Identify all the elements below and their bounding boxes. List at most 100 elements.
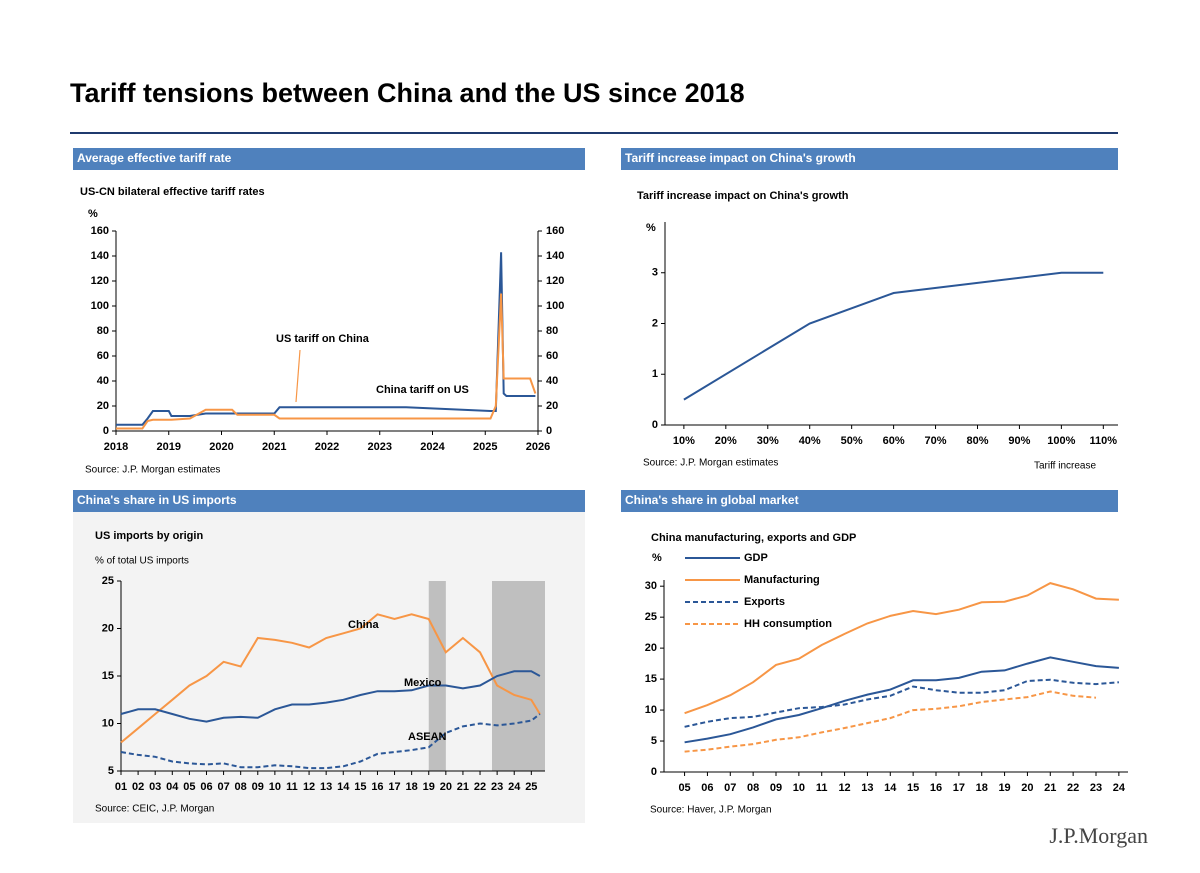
x-tick-label: 60%	[883, 435, 905, 447]
y-tick-label: 5	[651, 735, 657, 747]
x-tick-label: 08	[747, 782, 759, 794]
y-tick-label: 0	[651, 766, 657, 778]
x-tick-label: 22	[1067, 782, 1079, 794]
x-tick-label: 12	[303, 781, 315, 793]
x-tick-label: 21	[1044, 782, 1056, 794]
y-axis-label: %	[652, 552, 662, 564]
x-tick-label: 100%	[1047, 435, 1075, 447]
x-tick-label: 17	[953, 782, 965, 794]
series-line	[120, 713, 541, 770]
source-note: Source: Haver, J.P. Morgan	[650, 805, 772, 816]
x-tick-label: 15	[354, 781, 366, 793]
panel-header	[73, 148, 585, 170]
slide-title: Tariff tensions between China and the US…	[70, 78, 745, 108]
series-label: ASEAN	[408, 731, 447, 743]
x-tick-label: 50%	[841, 435, 863, 447]
y-tick-label: 2	[652, 317, 658, 329]
panel-header	[621, 148, 1118, 170]
source-note: Source: CEIC, J.P. Morgan	[95, 804, 214, 815]
y-tick-label: 25	[645, 611, 657, 623]
annotation-arrow	[295, 349, 301, 403]
x-tick-label: 10	[269, 781, 281, 793]
y-tick-label: 15	[645, 673, 657, 685]
x-tick-label: 20	[1021, 782, 1033, 794]
x-tick-label: 2024	[420, 441, 445, 453]
y2-tick-label: 80	[546, 325, 558, 337]
x-tick-label: 23	[491, 781, 503, 793]
y-tick-label: 30	[645, 580, 657, 592]
y-tick-label: 5	[108, 765, 114, 777]
x-tick-label: 13	[861, 782, 873, 794]
y-tick-label: 15	[102, 670, 114, 682]
chart-title: China manufacturing, exports and GDP	[651, 532, 856, 544]
x-tick-label: 08	[235, 781, 247, 793]
x-tick-label: 20%	[715, 435, 737, 447]
y-tick-label: 25	[102, 575, 114, 587]
x-tick-label: 23	[1090, 782, 1102, 794]
y2-tick-label: 0	[546, 425, 552, 437]
x-tick-label: 07	[724, 782, 736, 794]
series-line	[684, 690, 1097, 753]
x-tick-label: 15	[907, 782, 919, 794]
y-tick-label: 3	[652, 267, 658, 279]
x-tick-label: 2025	[473, 441, 497, 453]
y-tick-label: 0	[652, 419, 658, 431]
x-tick-label: 80%	[966, 435, 988, 447]
x-tick-label: 09	[252, 781, 264, 793]
panel-header	[73, 490, 585, 512]
y-tick-label: 0	[103, 425, 109, 437]
x-tick-label: 40%	[799, 435, 821, 447]
y-tick-label: 120	[91, 275, 109, 287]
x-tick-label: 2019	[157, 441, 181, 453]
x-tick-label: 16	[930, 782, 942, 794]
series-line	[684, 582, 1119, 715]
legend-label: HH consumption	[744, 618, 832, 630]
series-label: China tariff on US	[376, 384, 469, 396]
y-tick-label: 100	[91, 300, 109, 312]
x-tick-label: 02	[132, 781, 144, 793]
y-tick-label: 1	[652, 368, 658, 380]
x-tick-label: 05	[183, 781, 195, 793]
legend-label: Exports	[744, 596, 785, 608]
x-tick-label: 70%	[925, 435, 947, 447]
x-tick-label: 20	[440, 781, 452, 793]
x-tick-label: 2020	[209, 441, 233, 453]
x-tick-label: 11	[816, 782, 828, 794]
x-tick-label: 16	[371, 781, 383, 793]
x-tick-label: 2023	[368, 441, 392, 453]
source-note: Source: J.P. Morgan estimates	[643, 458, 778, 469]
x-tick-label: 25	[525, 781, 537, 793]
series-line	[120, 670, 541, 723]
y-tick-label: 20	[97, 400, 109, 412]
legend-label: GDP	[744, 552, 768, 564]
series-line	[120, 613, 541, 744]
chart-subtitle: % of total US imports	[95, 556, 189, 567]
series-line	[684, 678, 1119, 728]
x-tick-label: 14	[337, 781, 350, 793]
x-tick-label: 2018	[104, 441, 128, 453]
x-tick-label: 06	[701, 782, 713, 794]
series-label: US tariff on China	[276, 333, 370, 345]
logo: J.P.Morgan	[1049, 823, 1148, 848]
x-tick-label: 13	[320, 781, 332, 793]
series-line	[116, 293, 537, 430]
x-tick-label: 30%	[757, 435, 779, 447]
chart-title: US-CN bilateral effective tariff rates	[80, 186, 265, 198]
panel-header-label: China's share in US imports	[77, 493, 237, 507]
x-tick-label: 18	[976, 782, 988, 794]
y-tick-label: 20	[102, 622, 114, 634]
y-tick-label: 40	[97, 375, 109, 387]
panel-header-label: China's share in global market	[625, 493, 799, 507]
y2-tick-label: 160	[546, 225, 564, 237]
y-axis-label: %	[646, 222, 656, 234]
y2-tick-label: 20	[546, 400, 558, 412]
x-tick-label: 10%	[673, 435, 695, 447]
y-tick-label: 10	[102, 717, 114, 729]
y-tick-label: 10	[645, 704, 657, 716]
y2-tick-label: 120	[546, 275, 564, 287]
y2-tick-label: 60	[546, 350, 558, 362]
x-tick-label: 03	[149, 781, 161, 793]
series-label: Mexico	[404, 677, 442, 689]
y-tick-label: 140	[91, 250, 109, 262]
